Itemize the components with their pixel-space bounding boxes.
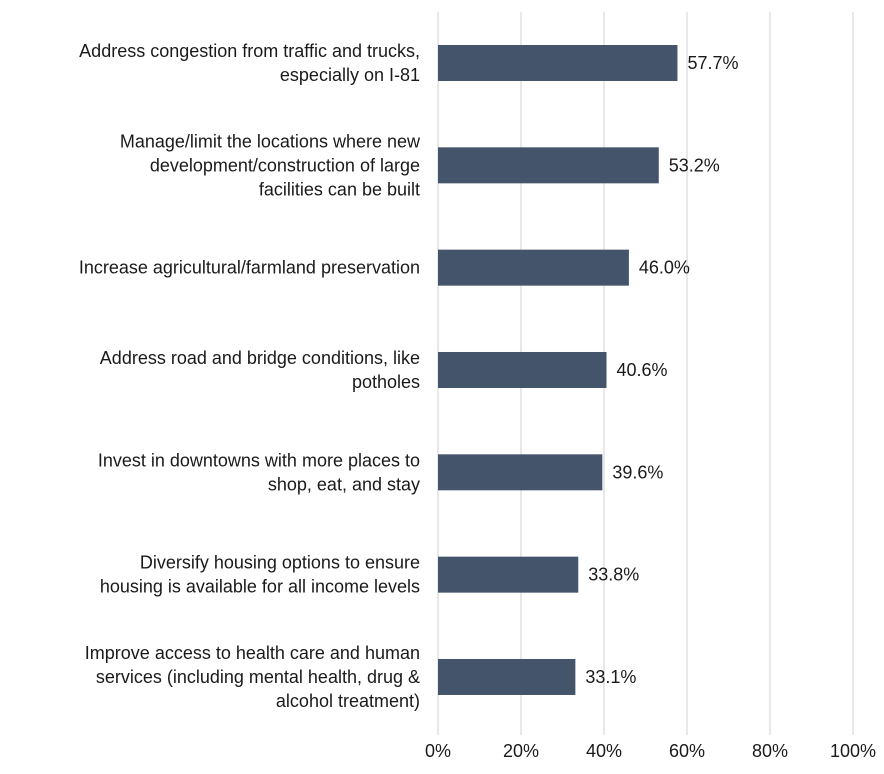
category-label-line: Invest in downtowns with more places to [98,450,420,470]
bar [438,658,576,695]
category-label-line: Address congestion from traffic and truc… [79,41,420,61]
bar [438,249,629,286]
category-label-line: Increase agricultural/farmland preservat… [79,258,420,278]
data-label: 40.6% [616,360,667,380]
bar [438,556,579,593]
x-axis-ticks: 0% 20% 40% 60% 80% 100% [425,741,876,761]
category-label-line: Diversify housing options to ensure [140,553,420,573]
category-label: Address road and bridge conditions, like… [100,348,420,392]
x-tick-label: 100% [830,741,876,761]
bar [438,454,603,491]
data-label: 33.1% [585,667,636,687]
category-label-line: alcohol treatment) [276,691,420,711]
category-label-line: Manage/limit the locations where new [120,131,421,151]
category-label: Address congestion from traffic and truc… [79,41,420,85]
bar [438,147,659,184]
category-label: Manage/limit the locations where new deve… [120,131,421,199]
data-label: 39.6% [612,462,663,482]
category-label-line: especially on I-81 [280,65,420,85]
data-label: 53.2% [669,155,720,175]
x-tick-label: 80% [752,741,788,761]
x-tick-label: 20% [503,741,539,761]
x-tick-label: 40% [586,741,622,761]
category-label: Diversify housing options to ensure housi… [100,553,420,597]
category-labels: Address congestion from traffic and truc… [79,41,421,711]
x-tick-label: 60% [669,741,705,761]
category-label-line: services (including mental health, drug … [96,667,420,687]
category-label: Increase agricultural/farmland preservat… [79,258,420,278]
category-label-line: facilities can be built [259,179,420,199]
category-label: Invest in downtowns with more places to s… [98,450,420,494]
bar [438,45,678,81]
category-label-line: shop, eat, and stay [268,474,420,494]
category-label-line: housing is available for all income leve… [100,577,420,597]
category-label-line: potholes [352,372,420,392]
bar [438,351,607,388]
category-label: Improve access to health care and human s… [85,643,420,711]
category-label-line: Address road and bridge conditions, like [100,348,420,368]
value-labels: 57.7% 53.2% 46.0% 40.6% 39.6% 33.8% 33.1% [585,53,738,687]
data-label: 57.7% [687,53,738,73]
data-label: 33.8% [588,565,639,585]
data-label: 46.0% [639,258,690,278]
bars [438,45,678,695]
x-tick-label: 0% [425,741,451,761]
category-label-line: development/construction of large [150,155,420,175]
category-label-line: Improve access to health care and human [85,643,420,663]
